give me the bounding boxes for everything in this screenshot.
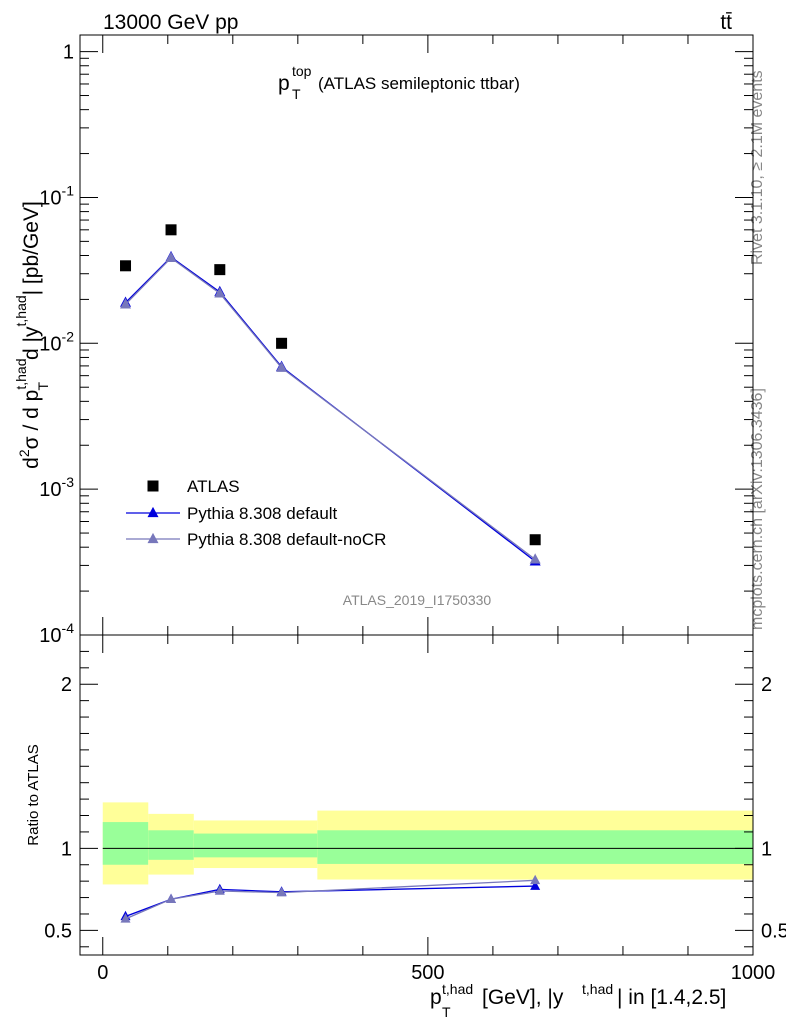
main-y-tick-label: 10-1 [39, 182, 74, 209]
energy-label: 13000 GeV pp [103, 11, 238, 34]
legend-marker-triangle [147, 506, 159, 518]
ratio-axes: 0 500 1000 0.5 0.5 1 1 2 2 [44, 635, 786, 984]
ratio-series [120, 874, 541, 923]
ratio-y-tick-label-right: 1 [761, 838, 772, 860]
ratio-point [530, 880, 541, 890]
main-mc-point [120, 298, 132, 309]
main-mc-point [165, 251, 177, 263]
ratio-point [276, 887, 287, 897]
main-data-point [165, 224, 177, 236]
main-series [120, 224, 541, 566]
xlabel-p: p [430, 986, 442, 1009]
main-data-point [214, 264, 226, 276]
main-plot-frame [79, 34, 754, 636]
ratio-y-tick-label: 0.5 [44, 920, 72, 942]
ratio-band-inner [148, 830, 194, 860]
legend-marker-triangle [147, 532, 159, 544]
title-p: p [278, 72, 290, 95]
main-mc-point [529, 553, 541, 564]
ratio-band-inner [193, 833, 318, 858]
ratio-plot-frame [79, 634, 754, 956]
ratio-y-tick-label: 2 [61, 674, 72, 696]
ratio-y-tick-label: 1 [61, 838, 72, 860]
legend-label: Pythia 8.308 default-noCR [187, 530, 386, 549]
ratio-band-inner [317, 830, 753, 864]
legend-label: Pythia 8.308 default [187, 504, 338, 523]
title-sup: top [292, 63, 312, 79]
legend: ATLAS Pythia 8.308 default Pythia 8.308 de… [126, 477, 386, 549]
analysis-tag: ATLAS_2019_I1750330 [343, 592, 492, 608]
xlabel-sub: T [442, 1004, 451, 1020]
legend-label: ATLAS [187, 477, 240, 496]
xlabel-rest: | in [1.4,2.5] [617, 986, 726, 1009]
ratio-uncertainty-bands [102, 802, 753, 885]
xlabel-mid: [GeV], |y [482, 986, 564, 1009]
main-y-tick-label: 10-4 [39, 620, 74, 647]
mcplots-label: mcplots.cern.ch [arXiv:1306.3436] [749, 388, 766, 630]
main-data-point [276, 337, 288, 349]
ratio-y-tick-label-right: 0.5 [761, 920, 786, 942]
main-y-tick-label: 1 [63, 42, 74, 64]
xlabel-sup: t,had [442, 981, 473, 997]
main-data-point [120, 260, 132, 272]
main-data-point [529, 534, 541, 546]
ratio-y-tick-label-right: 2 [761, 674, 772, 696]
main-x-ticks [102, 35, 754, 635]
plot-title: p top T (ATLAS semileptonic ttbar) [278, 63, 520, 102]
main-y-tick-label: 10-2 [39, 328, 74, 355]
x-axis-label: p T t,had [GeV], |y t,had | in [1.4,2.5] [430, 981, 726, 1020]
process-label: tt̄ [720, 11, 732, 34]
ratio-x-tick-label: 500 [411, 962, 444, 984]
ratio-point [530, 874, 541, 885]
ratio-x-tick-label: 1000 [731, 962, 776, 984]
rivet-label: Rivet 3.1.10, ≥ 2.1M events [749, 70, 766, 265]
legend-marker-square [147, 480, 159, 492]
ratio-point [166, 893, 177, 903]
ratio-x-tick-label: 0 [97, 962, 108, 984]
main-y-tick-label: 10-3 [39, 474, 74, 501]
ratio-band-inner [102, 822, 149, 865]
main-mc-point [214, 287, 226, 298]
ratio-y-axis-label: Ratio to ATLAS [25, 744, 42, 845]
ratio-point [120, 913, 131, 923]
xlabel-sup2: t,had [582, 981, 613, 997]
ratio-point [214, 885, 225, 895]
main-mc-point [276, 361, 288, 372]
title-rest: (ATLAS semileptonic ttbar) [318, 74, 520, 93]
main-y-axis: 10-4 10-3 10-2 10-1 1 [39, 42, 753, 647]
title-sub: T [292, 86, 301, 102]
ratio-series-line [125, 879, 536, 920]
